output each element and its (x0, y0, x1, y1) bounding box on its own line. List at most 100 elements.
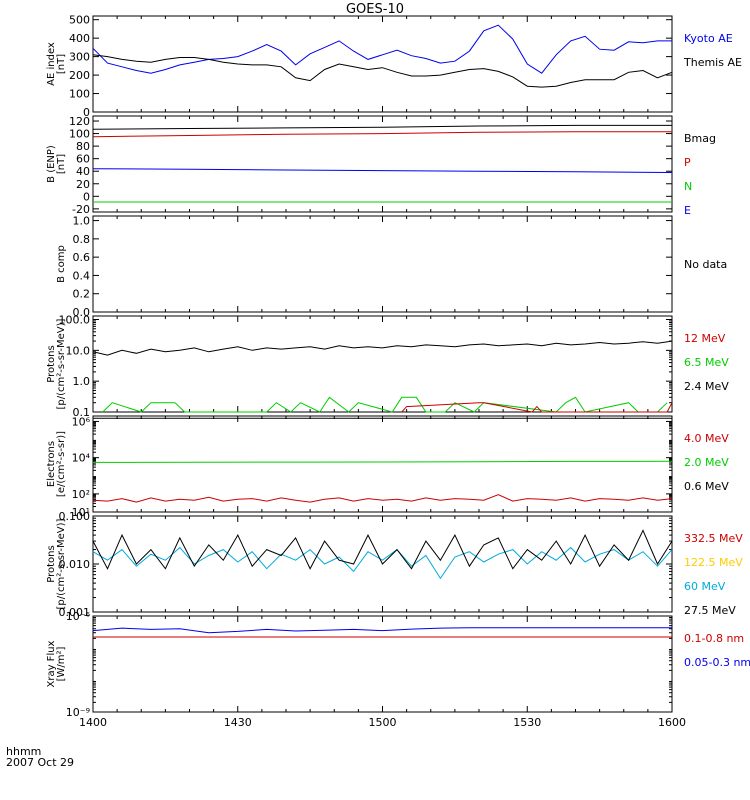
y-axis-label: [e/(cm²-s-sr)] (56, 431, 67, 497)
panel-frame (92, 215, 673, 313)
panel-frame (92, 315, 673, 413)
time-axis-label: hhmm (6, 745, 41, 758)
y-tick-label: 1.0 (73, 215, 91, 228)
series-line-2-4-mev (92, 340, 673, 356)
x-tick-label: 1500 (369, 716, 397, 729)
legend-entry: N (684, 180, 692, 193)
legend-entry: Themis AE (683, 56, 742, 69)
chart-title: GOES-10 (346, 2, 404, 17)
legend-entry: No data (684, 258, 727, 271)
panel-bcomp: 0.0 0.2 0.4 0.6 0.8 1.0 B comp No data (56, 215, 727, 319)
y-tick-label: 10⁴ (72, 452, 91, 465)
panel-frame (92, 115, 673, 213)
y-tick-label: 10⁶ (72, 415, 91, 428)
series-line-p (92, 131, 672, 138)
legend-entry: 2.4 MeV (684, 380, 729, 393)
y-tick-label: 20 (76, 178, 90, 191)
panel-protons_low: 0.1 1.0 10.0 100.0 Protons [p/(cm²-s-sr-MeV)]… (46, 314, 729, 419)
x-tick-label: 1430 (224, 716, 252, 729)
legend-entry: 27.5 MeV (684, 604, 736, 617)
y-tick-label: 0.8 (73, 233, 91, 246)
y-tick-label: 500 (69, 14, 90, 27)
y-tick-label: 0 (83, 106, 90, 119)
y-axis-label: [nT] (56, 54, 67, 74)
y-tick-label: 10² (72, 488, 90, 501)
x-tick-label: 1600 (658, 716, 686, 729)
series-line-bmag (92, 124, 672, 130)
legend-entry: E (684, 204, 691, 217)
panel-protons_high: 0.001 0.010 0.100 Protons [p/(cm²-s-sr-MeV)]… (46, 510, 743, 619)
y-axis-label: B (ENP) (46, 145, 57, 183)
legend-entry: 332.5 MeV (684, 532, 743, 545)
y-axis-label: B comp (56, 245, 67, 283)
series-line-60-mev (92, 546, 673, 580)
y-tick-label: 100.0 (59, 314, 91, 327)
y-tick-label: 0.4 (73, 269, 91, 282)
series-line-themis-ae (92, 54, 673, 88)
y-tick-label: 0.1 (73, 406, 91, 419)
date-label: 2007 Oct 29 (6, 756, 74, 769)
y-tick-label: 0.100 (59, 510, 91, 523)
legend-entry: 0.6 MeV (684, 480, 729, 493)
y-tick-label: 40 (76, 165, 90, 178)
y-axis-label: Electrons (46, 441, 57, 487)
y-axis-label: [nT] (56, 154, 67, 174)
y-tick-label: 0.0 (73, 306, 91, 319)
y-axis-label: Protons (46, 345, 57, 382)
series-line-12-mev (401, 402, 673, 413)
y-tick-label: 60 (76, 153, 90, 166)
panel-frame (92, 15, 673, 113)
legend-entry: 122.5 MeV (684, 556, 743, 569)
series-line-kyoto-ae (92, 24, 672, 74)
panel-electrons: 10¹ 10² 10⁴ 10⁶ Electrons [e/(cm²-s-sr)] 4.0 M… (46, 415, 729, 519)
series-line-4-0-mev (92, 494, 673, 503)
y-tick-label: 10⁻⁶ (66, 610, 91, 623)
y-tick-label: 10.0 (66, 344, 91, 357)
legend-entry: 0.05-0.3 nm (684, 656, 750, 669)
legend-entry: 6.5 MeV (684, 356, 729, 369)
y-tick-label: 0.2 (73, 288, 91, 301)
legend-entry: Bmag (684, 132, 716, 145)
y-tick-label: 300 (69, 51, 90, 64)
y-axis-label: [p/(cm²-s-sr-MeV)] (56, 318, 67, 409)
series-line-27-5-mev (92, 529, 673, 570)
legend-entry: 4.0 MeV (684, 432, 729, 445)
series-line-0-05-0-3-nm (92, 627, 672, 634)
y-axis-label: [p/(cm²-s-sr-MeV)] (56, 518, 67, 609)
panel-frame (92, 415, 673, 513)
legend-entry: 12 MeV (684, 332, 726, 345)
y-tick-label: 100 (69, 88, 90, 101)
y-tick-label: 0.6 (73, 251, 91, 264)
legend-entry: 2.0 MeV (684, 456, 729, 469)
y-tick-label: -20 (72, 203, 90, 216)
y-tick-label: 400 (69, 32, 90, 45)
y-tick-label: 1.0 (73, 375, 91, 388)
series-line-e (92, 168, 673, 173)
legend-entry: P (684, 156, 691, 169)
legend-entry: Kyoto AE (684, 32, 733, 45)
x-tick-label: 1400 (79, 716, 107, 729)
y-axis-label: Xray Flux (46, 640, 57, 687)
series-line-6-5-mev (102, 396, 668, 413)
legend-entry: 60 MeV (684, 580, 726, 593)
y-axis-label: Protons (46, 545, 57, 582)
legend-entry: 0.1-0.8 nm (684, 632, 744, 645)
series-line-2-0-mev (92, 460, 673, 463)
y-axis-label: [W/m²] (56, 646, 67, 681)
y-tick-label: 10⁻⁹ (66, 706, 90, 719)
y-tick-label: 80 (76, 140, 90, 153)
y-axis-label: AE index (46, 42, 57, 86)
y-tick-label: 0.010 (59, 558, 91, 571)
y-tick-label: 0.001 (59, 606, 91, 619)
y-tick-label: 10¹ (72, 506, 90, 519)
y-tick-label: 100 (69, 128, 90, 141)
panel-xray: 10⁻⁹ 10⁻⁶ Xray Flux [W/m²] 0.1-0.8 nm 0.05-0.… (46, 610, 750, 719)
panel-ae: 0 100 200 300 400 500 AE index [nT] Kyoto AE Them… (46, 14, 742, 119)
y-tick-label: 120 (69, 115, 90, 128)
y-tick-label: 200 (69, 69, 90, 82)
x-tick-label: 1530 (513, 716, 541, 729)
y-tick-label: 0 (83, 190, 90, 203)
